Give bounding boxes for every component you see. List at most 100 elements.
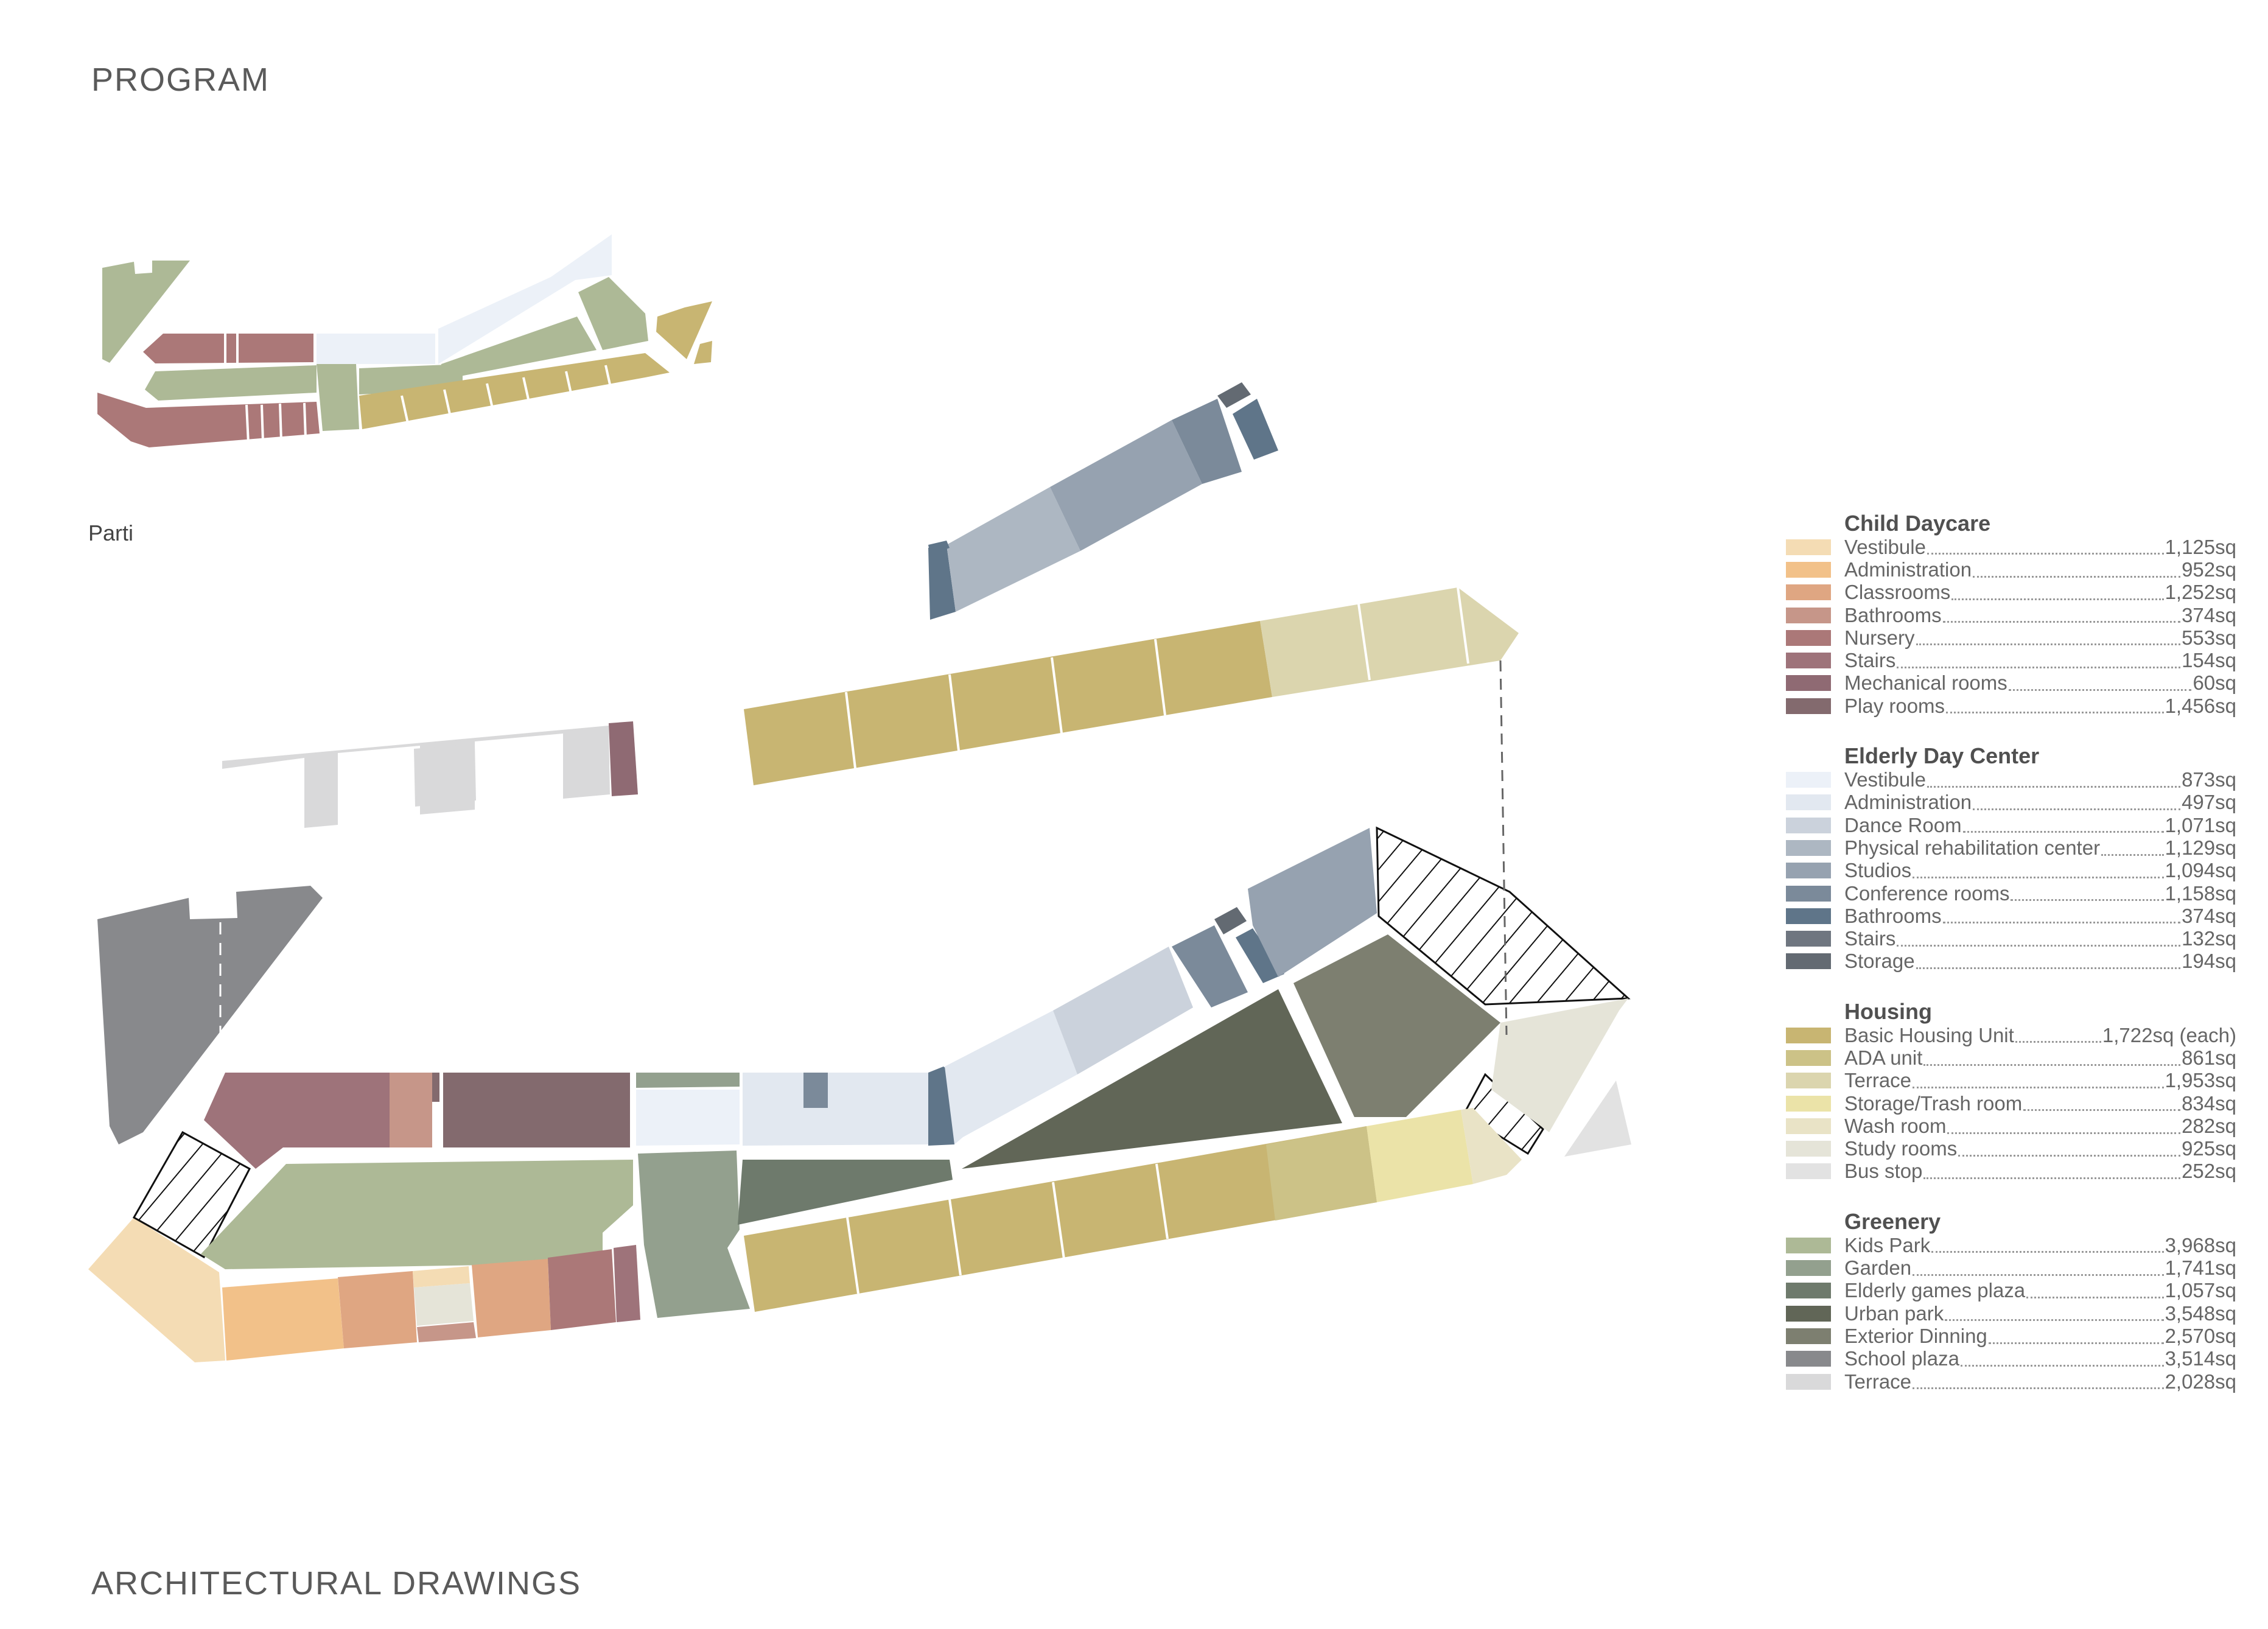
legend-leader-dots [1931, 1250, 2164, 1253]
legend-value: 282sq [2182, 1114, 2236, 1137]
housing-upper-terrace [1260, 587, 1519, 697]
legend-group: Greenery Kids Park 3,968sq Garden 1,741sq Eld… [1786, 1210, 2236, 1393]
legend-label: Physical rehabilitation center [1844, 836, 2101, 859]
legend-label: Garden [1844, 1256, 1912, 1280]
parti-nursery-strip [143, 334, 313, 363]
parti-plan [97, 234, 712, 447]
legend-swatch [1786, 1141, 1831, 1157]
legend-group: Housing Basic Housing Unit 1,722sq (each) A… [1786, 1000, 2236, 1183]
daycare-vestibule-small [413, 1266, 470, 1287]
housing-lower-wash [1461, 1108, 1522, 1184]
legend-row: Garden 1,741sq [1786, 1256, 2236, 1279]
terrace-floating-bar [222, 721, 638, 828]
legend-label: Dance Room [1844, 813, 1962, 836]
legend-swatch [1786, 1237, 1831, 1253]
elderly-games-plaza [738, 1160, 953, 1225]
terrace-bar-room [414, 744, 476, 807]
parti-label: Parti [88, 520, 134, 545]
legend-swatch [1786, 863, 1831, 879]
kids-park [201, 1160, 633, 1269]
legend-value: 154sq [2182, 649, 2236, 672]
legend-leader-dots [1942, 620, 2181, 623]
daycare-classroom-a [338, 1271, 417, 1348]
legend-label: Study rooms [1844, 1137, 1958, 1160]
legend-value: 252sq [2182, 1160, 2236, 1183]
legend-group-title: Greenery [1844, 1209, 1941, 1235]
legend-value: 3,514sq [2165, 1347, 2236, 1370]
daycare-nursery-upper [443, 1073, 630, 1147]
legend-value: 1,125sq [2165, 535, 2236, 558]
legend-label: Basic Housing Unit [1844, 1023, 2014, 1046]
legend-value: 925sq [2182, 1137, 2236, 1160]
legend-leader-dots [1897, 944, 2181, 947]
legend-swatch [1786, 1328, 1831, 1344]
legend-leader-dots [1973, 575, 2181, 578]
exterior-dining [1293, 934, 1500, 1117]
parti-elderly-wing [438, 234, 612, 364]
legend-label: Storage [1844, 950, 1915, 973]
legend-swatch [1786, 1305, 1831, 1322]
bus-stop [1564, 1081, 1631, 1157]
legend-row: Mechanical rooms 60sq [1786, 671, 2236, 695]
daycare-vestibule [88, 1217, 225, 1362]
elderly-storage [1214, 907, 1247, 934]
upper-stair-top [928, 541, 950, 555]
stair-hatch-right [1376, 826, 1631, 1006]
legend-leader-dots [1927, 552, 2164, 555]
legend-label: Conference rooms [1844, 881, 2010, 905]
parti-housing-strip [359, 353, 670, 429]
legend-value: 1,741sq [2165, 1256, 2236, 1280]
legend-row: Nursery 553sq [1786, 626, 2236, 649]
legend-label: Play rooms [1844, 694, 1945, 717]
legend-label: Terrace [1844, 1069, 1912, 1092]
legend-value: 132sq [2182, 927, 2236, 950]
legend-value: 2,028sq [2165, 1370, 2236, 1393]
housing-upper-units [744, 621, 1272, 785]
legend-label: Storage/Trash room [1844, 1091, 2023, 1115]
legend-value: 194sq [2182, 950, 2236, 973]
legend-row: Bathrooms 374sq [1786, 905, 2236, 927]
legend-leader-dots [1945, 1319, 2164, 1322]
legend-leader-dots [1913, 1387, 2164, 1390]
parti-elderly-strip [317, 334, 435, 364]
legend-swatch [1786, 1095, 1831, 1112]
legend-row: Bathrooms 374sq [1786, 604, 2236, 626]
upper-conference [1172, 399, 1242, 484]
legend-label: Classrooms [1844, 581, 1951, 604]
legend-swatch [1786, 885, 1831, 902]
elderly-physical-rehab [1053, 947, 1193, 1074]
legend-label: Bathrooms [1844, 603, 1942, 626]
legend-value: 3,548sq [2165, 1301, 2236, 1325]
legend-leader-dots [2101, 853, 2164, 856]
legend-label: Bus stop [1844, 1160, 1923, 1183]
legend-swatch [1786, 1049, 1831, 1066]
garden-strip [636, 1073, 740, 1088]
parti-housing-tip [656, 301, 712, 359]
legend-row: Bus stop 252sq [1786, 1160, 2236, 1183]
parti-garden-link [317, 364, 359, 431]
legend-leader-dots [1916, 643, 2181, 646]
legend-leader-dots [1923, 1063, 2181, 1066]
legend-label: Nursery [1844, 626, 1915, 649]
daycare-play-rooms [204, 1073, 390, 1169]
legend-label: Stairs [1844, 927, 1896, 950]
elderly-conference [1172, 925, 1248, 1007]
elderly-administration [743, 1073, 928, 1146]
legend-row: Basic Housing Unit 1,722sq (each) [1786, 1024, 2236, 1046]
legend-value: 873sq [2182, 768, 2236, 791]
garden-link [638, 1151, 750, 1318]
daycare-classroom-b [472, 1259, 551, 1337]
legend-leader-dots [1973, 808, 2181, 810]
legend-swatch [1786, 931, 1831, 947]
legend-row: Studios 1,094sq [1786, 859, 2236, 882]
legend-row: Stairs 154sq [1786, 649, 2236, 671]
housing-lower-storage [1367, 1110, 1473, 1202]
legend-label: Mechanical rooms [1844, 671, 2007, 695]
elderly-studios [1248, 828, 1377, 977]
legend-leader-dots [2026, 1296, 2164, 1299]
program-title: PROGRAM [91, 61, 270, 98]
legend-leader-dots [1897, 666, 2181, 668]
school-plaza [97, 886, 323, 1144]
architectural-drawings-title: ARCHITECTURAL DRAWINGS [91, 1565, 582, 1602]
legend-leader-dots [2015, 1040, 2101, 1043]
